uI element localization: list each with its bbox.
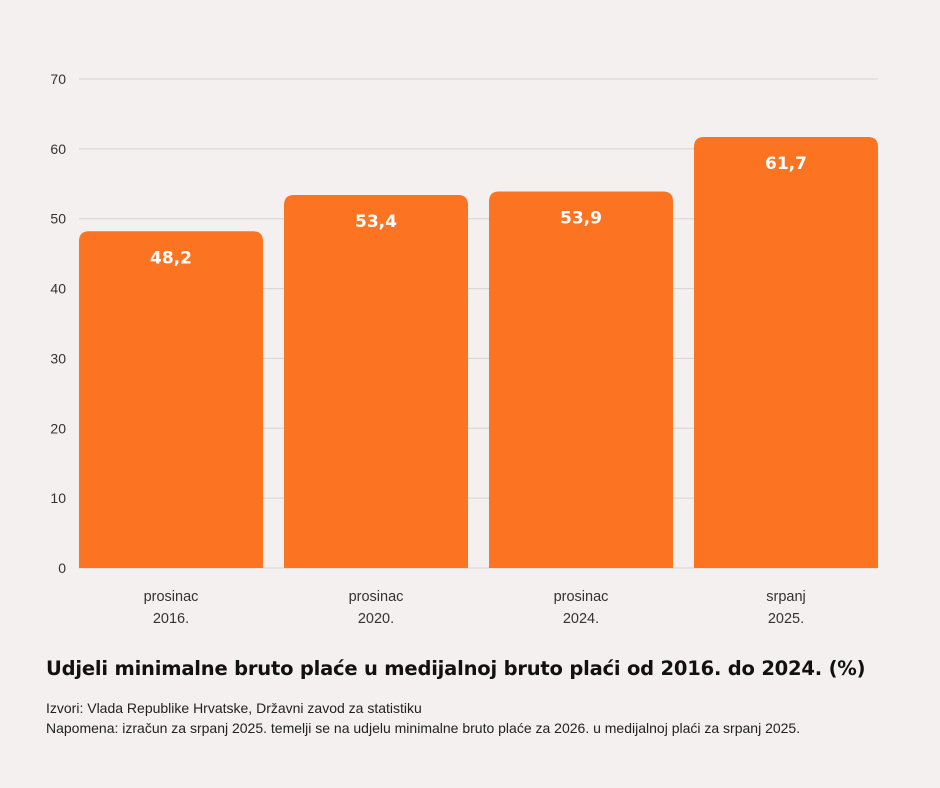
y-tick-label: 70 [50, 71, 66, 87]
x-tick-label: prosinac [144, 589, 199, 605]
bar [284, 194, 468, 568]
bar-chart: 0 10 20 30 40 50 60 70 48,2 prosinac 2016. 53,4 pros… [50, 71, 878, 627]
bar [694, 136, 878, 568]
bar [489, 191, 673, 568]
x-tick-label: 2020. [358, 611, 394, 627]
y-tick-label: 0 [58, 560, 66, 576]
bar [79, 231, 263, 568]
source-note: Izvori: Vlada Republike Hrvatske, Državn… [46, 700, 422, 716]
chart-title: Udjeli minimalne bruto plaće u medijalno… [46, 657, 866, 680]
remark-note: Napomena: izračun za srpanj 2025. temelj… [46, 720, 801, 736]
bar-value-label: 48,2 [150, 248, 192, 268]
x-tick-label: prosinac [554, 589, 609, 605]
x-tick-label: 2025. [768, 611, 804, 627]
y-tick-label: 60 [50, 141, 66, 157]
bar-value-label: 53,4 [355, 212, 397, 232]
x-tick-label: srpanj [766, 589, 806, 605]
bar-value-label: 61,7 [765, 154, 807, 174]
x-tick-label: 2016. [153, 611, 189, 627]
x-tick-label: prosinac [349, 589, 404, 605]
bar-value-label: 53,9 [560, 208, 602, 228]
y-tick-label: 30 [50, 350, 66, 366]
y-tick-label: 10 [50, 490, 66, 506]
y-tick-label: 50 [50, 211, 66, 227]
x-tick-label: 2024. [563, 611, 599, 627]
y-tick-label: 20 [50, 420, 66, 436]
y-tick-label: 40 [50, 281, 66, 297]
